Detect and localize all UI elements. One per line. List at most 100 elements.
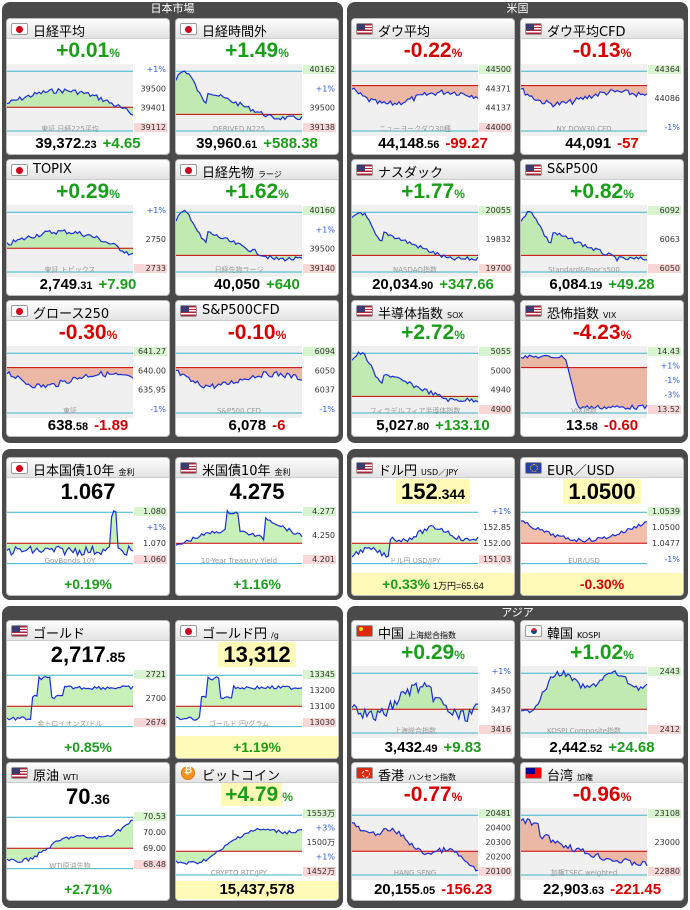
- intraday-chart: NY DOW30 CFD 44364 44086 -1%: [521, 64, 681, 136]
- chart-watermark: ゴールド 円/グラム: [209, 719, 269, 728]
- market-card-nk_fut[interactable]: 日経先物 ラージ +1.62% 日経先物ラージ 40160 +1% 39500 39140 40…: [175, 159, 339, 296]
- flag-icon: [181, 765, 195, 780]
- conversion-note: 1万円=65.64: [433, 581, 484, 591]
- price-change: -1.89: [94, 417, 129, 434]
- market-card-jgb[interactable]: 日本国債10年 金利 1.067 GovBonds 10Y 1.080 +1% 1.070 1…: [6, 457, 170, 596]
- card-subtitle: SOX: [447, 311, 464, 320]
- percent-unit: %: [451, 790, 463, 804]
- market-card-korea[interactable]: 韓国 KOSPI +1.02% KOSPI Composite指数 2443 2412 2,…: [520, 620, 684, 759]
- card-title-text: ゴールド: [33, 627, 86, 642]
- chart-area: [521, 520, 647, 544]
- market-card-gold[interactable]: ゴールド 2,717.85 金トロイオンス/ドル 2721 2700 2674 +0.85%: [6, 620, 170, 759]
- intraday-chart: ニューヨークダウ30種 44500 44371 44137 44000: [352, 64, 512, 136]
- axis-tick-label: 6037: [315, 386, 335, 395]
- axis-tick-label: +1%: [147, 523, 167, 532]
- market-card-topix[interactable]: TOPIX +0.29% 東証 トピックス +1% 2750 2733 2,749.31 +7…: [6, 159, 170, 296]
- change-percent-value: +1.49: [225, 39, 279, 62]
- axis-tick-label: +1%: [492, 667, 512, 676]
- percent-unit: %: [109, 187, 120, 201]
- card-title: ダウ平均: [378, 21, 430, 40]
- market-card-growth[interactable]: グロース250 -0.30% 東証 641.27 640.00 635.95 -1% 638.…: [6, 300, 170, 437]
- market-card-wti[interactable]: 原油 WTI 70.36 WTI原油先物 70.53 70.00 69.00 68.48 +2.…: [6, 762, 170, 901]
- change-footer: +0.33% 1万円=65.64: [352, 573, 514, 595]
- flag-icon: [11, 23, 28, 35]
- axis-tick-label: -1%: [319, 405, 335, 414]
- chart-area: [521, 818, 647, 866]
- current-value-main: 1.067: [60, 479, 116, 504]
- market-card-hk[interactable]: 香港 ハンセン指数 -0.77% HANG SENG 20481 20400 20300 20…: [351, 762, 515, 901]
- axis-tick-label: 640.00: [138, 366, 166, 375]
- market-card-dowcfd[interactable]: ダウ平均CFD -0.13% NY DOW30 CFD 44364 44086 -1% 44…: [520, 18, 684, 155]
- chart-area: [521, 85, 647, 107]
- market-card-spcfd[interactable]: S&P500CFD -0.10% S&P500 CFD 6094 6050 6037 -1%…: [175, 300, 339, 437]
- price-line: [352, 211, 479, 262]
- market-card-china[interactable]: 中国 上海総合指数 +0.29% 上海総合指数 +1% 3450 3437 3416 3,432…: [351, 620, 515, 759]
- axis-tick-label: 4.201: [312, 555, 335, 564]
- price-footer: 638.58 -1.89: [7, 417, 169, 435]
- change-footer: -0.30%: [521, 573, 683, 595]
- axis-tick-label: 6094: [315, 347, 335, 356]
- price-line: [521, 210, 648, 263]
- market-card-ust[interactable]: 米国債10年 金利 4.275 10-Year Treasury Yield 4.277…: [175, 457, 339, 596]
- market-card-eurusd[interactable]: EUR／USD 1.0500 EUR/USD 1.0539 1.0500 1.0477 -1…: [520, 457, 684, 596]
- change-percent: +0.01%: [7, 39, 169, 63]
- axis-label-bg: [479, 809, 512, 818]
- card-header: ダウ平均CFD: [521, 19, 683, 40]
- market-card-nasdaq[interactable]: ナスダック +1.77% NASDAQ指数 20055 19832 19700 20,034…: [351, 159, 515, 296]
- chart-watermark: 東証: [63, 406, 77, 415]
- axis-label-bg: [134, 123, 167, 132]
- price-decimal: .49: [422, 743, 438, 755]
- chart-area: [521, 355, 647, 410]
- change-percent: +1.62%: [176, 180, 338, 204]
- market-card-nikkei[interactable]: 日経平均 +0.01% 東証 日経225平均 +1% 39500 39401 39112 39…: [6, 18, 170, 155]
- flag-icon: [356, 625, 373, 637]
- market-card-vix[interactable]: 恐怖指数 VIX -4.23% VIX指数 14.43 +1% -1% -3% 13.52 13.…: [520, 300, 684, 437]
- card-title-text: 韓国: [547, 627, 574, 642]
- axis-label-bg: [479, 347, 512, 356]
- market-card-btc[interactable]: ビットコイン+4.79% CRYPTO BTC/JPY 1553万 +3% 1500万 +…: [175, 762, 339, 901]
- flag-icon: [180, 164, 197, 176]
- axis-label-bg: [648, 65, 681, 74]
- price-main: 15,437,578: [219, 881, 295, 898]
- percent-unit: %: [454, 328, 465, 342]
- price-decimal: .63: [588, 885, 605, 897]
- section-title-asia: アジア: [501, 606, 534, 619]
- intraday-chart: 日経先物ラージ 40160 +1% 39500 39140: [176, 205, 336, 277]
- price-line: [521, 817, 648, 867]
- axis-tick-label: 44086: [655, 94, 680, 103]
- percent-unit: %: [620, 790, 632, 804]
- percent-unit: %: [623, 187, 634, 201]
- axis-label-bg: [303, 867, 336, 876]
- price-footer: 44,148.56 -99.27: [352, 135, 514, 153]
- market-card-dow[interactable]: ダウ平均 -0.22% ニューヨークダウ30種 44500 44371 44137 4400…: [351, 18, 515, 155]
- price-footer: 40,050 +640: [176, 276, 338, 294]
- price-main: 39,960: [196, 135, 242, 152]
- axis-tick-label: 4.277: [312, 507, 335, 516]
- change-percent: +2.72%: [352, 321, 514, 345]
- axis-tick-label: 40160: [310, 206, 335, 215]
- chart-watermark: 東証 トピックス: [44, 265, 95, 274]
- axis-tick-label: 69.00: [143, 844, 166, 853]
- price-change: -156.23: [441, 881, 493, 898]
- price-line: [176, 827, 303, 866]
- intraday-chart: 上海総合指数 +1% 3450 3437 3416: [352, 666, 512, 738]
- axis-tick-label: 20055: [486, 206, 511, 215]
- market-card-sp500[interactable]: S&P500 +0.82% Standard&Poor's500 6092 6063 60…: [520, 159, 684, 296]
- change-percent-value: +4.79: [221, 783, 283, 806]
- percent-unit: %: [106, 328, 118, 342]
- market-card-sox[interactable]: 半導体指数 SOX +2.72% フィラデルフィア半導体指数 5055 5000 4940 4…: [351, 300, 515, 437]
- market-card-goldjpy[interactable]: ゴールド円/g 13,312 ゴールド 円/グラム 13345 13200 13100 13…: [175, 620, 339, 759]
- market-card-tw[interactable]: 台湾 加権 -0.96% 加権TSEC weighted 23108 23000 22880…: [520, 762, 684, 901]
- price-footer: 20,034.90 +347.66: [352, 276, 514, 294]
- market-card-usdjpy[interactable]: ドル円 USD／JPY 152.344 ドル円 USD/JPY +1% 152.85 152…: [351, 457, 515, 596]
- section-title-japan: 日本市場: [150, 2, 195, 15]
- market-card-nikkei_ah[interactable]: 日経時間外 +1.49% DERIVED N225 40162 +1% 39500 3913…: [175, 18, 339, 155]
- change-percent-value: -0.22: [403, 39, 452, 62]
- chart-area: [7, 88, 133, 116]
- intraday-chart: 10-Year Treasury Yield 4.277 4.250 4.201: [176, 506, 336, 568]
- axis-tick-label: 13345: [310, 670, 335, 679]
- price-line: [7, 370, 134, 389]
- percent-unit: %: [451, 46, 463, 60]
- card-title-text: S&P500: [547, 162, 599, 177]
- percent-unit: %: [623, 648, 634, 662]
